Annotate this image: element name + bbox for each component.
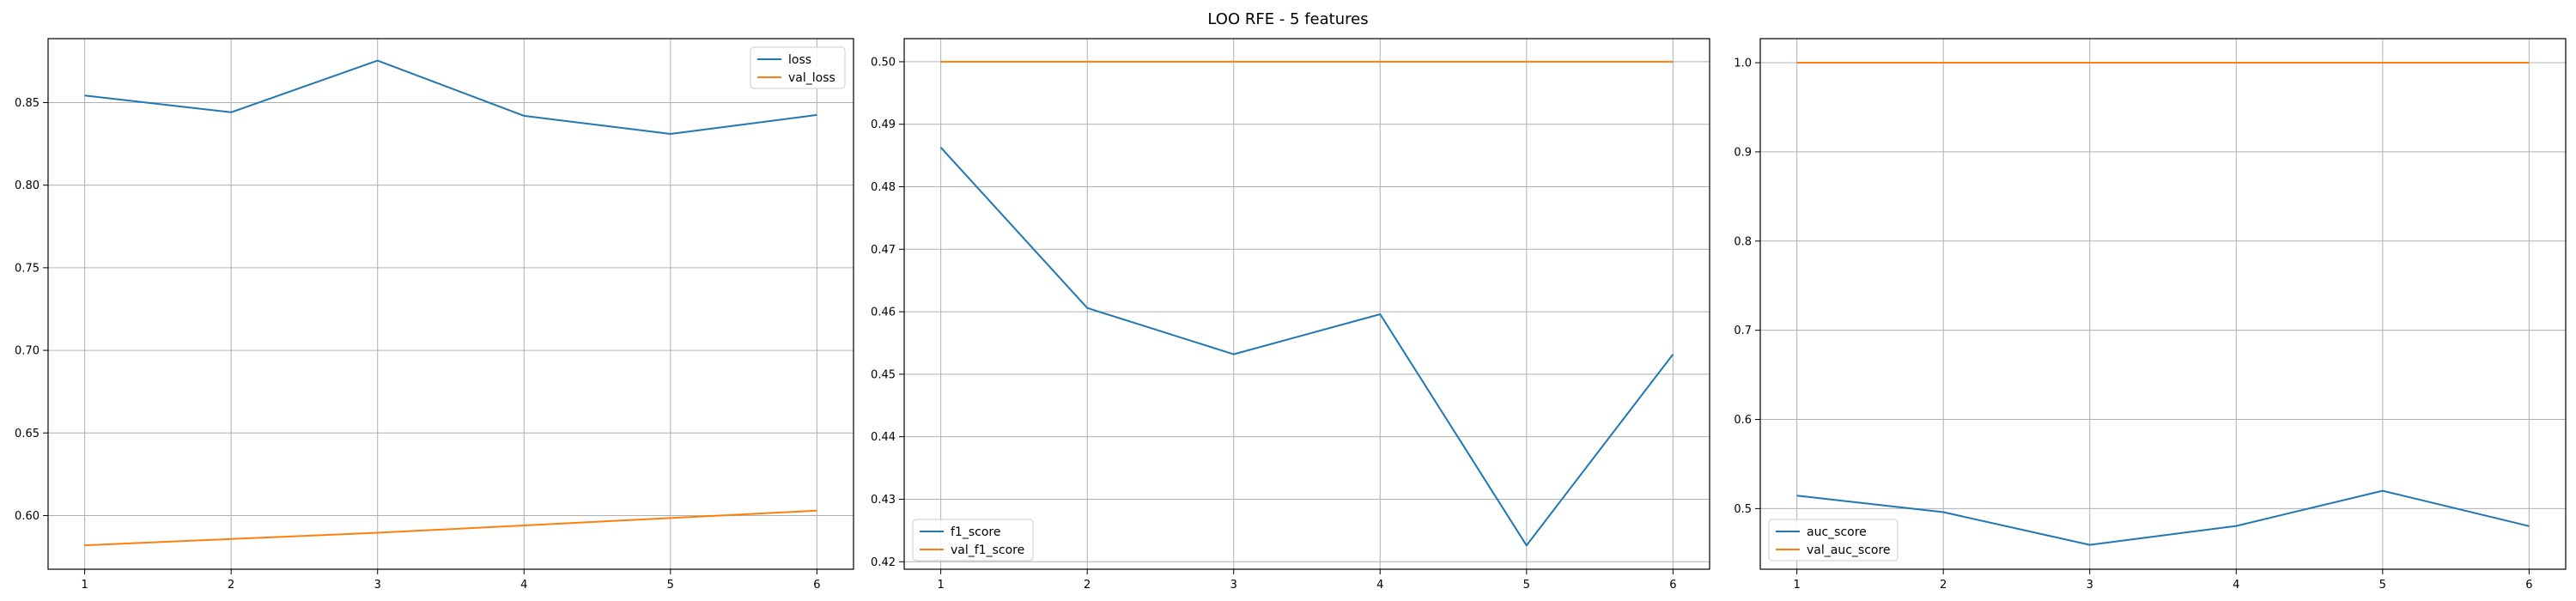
y-tick-label: 0.48 [871, 181, 896, 194]
y-tick-label: 0.44 [871, 431, 896, 444]
y-tick-label: 0.7 [1734, 325, 1752, 337]
series-line-auc-score [1796, 489, 2530, 546]
x-tick-label: 5 [1523, 579, 1530, 592]
x-tick-label: 4 [520, 579, 527, 592]
x-tick-label: 3 [374, 579, 381, 592]
x-tick-label: 3 [1230, 579, 1237, 592]
x-tick-label: 4 [2233, 579, 2239, 592]
y-tick-label: 1.0 [1734, 58, 1752, 70]
y-tick-label: 0.49 [871, 118, 896, 131]
x-tick-label: 1 [937, 579, 944, 592]
series-line-val-loss [84, 509, 817, 547]
x-tick-label: 1 [1793, 579, 1800, 592]
x-tick-label: 1 [81, 579, 88, 592]
axes-frame [47, 38, 854, 570]
y-tick-label: 0.85 [15, 97, 39, 110]
y-tick-label: 0.45 [871, 368, 896, 381]
legend-label: val_auc_score [1807, 543, 1891, 557]
axes-frame [1759, 38, 2567, 570]
y-tick-label: 0.42 [871, 556, 896, 569]
legend-label: loss [788, 53, 811, 67]
legend-box [1768, 519, 1899, 562]
y-tick-label: 0.47 [871, 244, 896, 257]
y-tick-label: 0.9 [1734, 146, 1752, 159]
x-tick-label: 5 [667, 579, 674, 592]
series-line-f1-score [939, 147, 1674, 547]
auc-score-subplot: 1 2 3 4 5 6 0.5 0.6 0.7 0.8 0.9 1.0 auc_score val_auc… [1734, 38, 2567, 592]
y-tick-label: 0.60 [15, 510, 39, 523]
axes-frame [903, 38, 1710, 570]
x-tick-label: 6 [2525, 579, 2532, 592]
y-tick-label: 0.80 [15, 179, 39, 192]
y-tick-label: 0.65 [15, 428, 39, 440]
x-tick-label: 4 [1376, 579, 1383, 592]
legend-label: f1_score [951, 525, 1000, 539]
y-tick-label: 0.5 [1734, 503, 1752, 516]
f1-score-subplot: 1 2 3 4 5 6 0.42 0.43 0.44 0.45 0.46 0.47 0.48 0.49 0.… [871, 38, 1710, 592]
y-tick-label: 0.75 [15, 262, 39, 275]
legend-label: val_loss [788, 71, 835, 85]
series-line-loss [84, 59, 817, 135]
legend-label: auc_score [1807, 525, 1867, 539]
y-tick-label: 0.8 [1734, 235, 1752, 248]
x-tick-label: 6 [1669, 579, 1676, 592]
x-tick-label: 5 [2379, 579, 2386, 592]
y-tick-label: 0.46 [871, 307, 896, 319]
x-tick-label: 2 [1940, 579, 1947, 592]
figure-title: LOO RFE - 5 features [1207, 10, 1368, 28]
x-tick-label: 6 [813, 579, 820, 592]
x-tick-label: 2 [1084, 579, 1091, 592]
x-tick-label: 3 [2087, 579, 2093, 592]
y-tick-label: 0.43 [871, 494, 896, 507]
legend-label: val_f1_score [951, 543, 1024, 557]
y-tick-label: 0.50 [871, 56, 896, 69]
x-tick-label: 2 [228, 579, 234, 592]
y-tick-label: 0.6 [1734, 414, 1752, 427]
loss-subplot: 1 2 3 4 5 6 0.60 0.65 0.70 0.75 0.80 0.85 loss val_lo… [15, 38, 854, 592]
y-tick-label: 0.70 [15, 345, 39, 358]
